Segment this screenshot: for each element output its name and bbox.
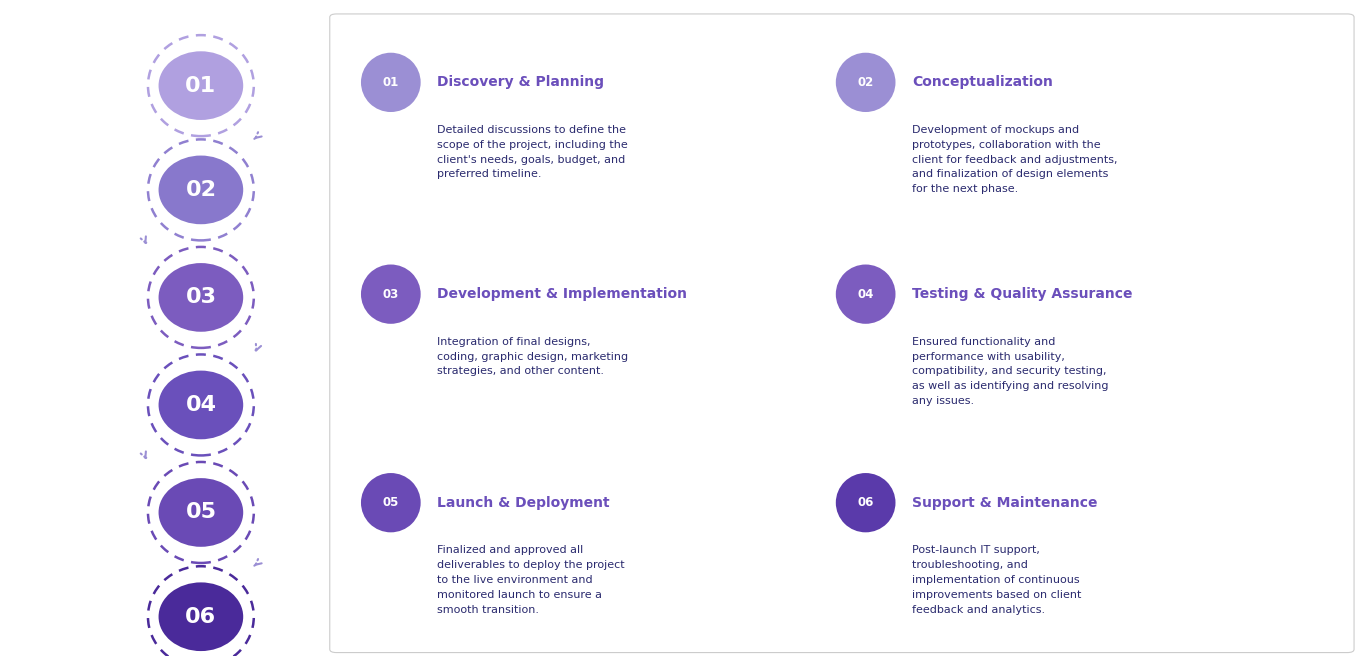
Ellipse shape bbox=[360, 53, 420, 112]
Ellipse shape bbox=[835, 473, 895, 533]
Ellipse shape bbox=[360, 265, 420, 324]
Text: Testing & Quality Assurance: Testing & Quality Assurance bbox=[912, 287, 1133, 301]
Text: 02: 02 bbox=[186, 180, 217, 200]
Text: 04: 04 bbox=[186, 395, 217, 415]
Text: Integration of final designs,
coding, graphic design, marketing
strategies, and : Integration of final designs, coding, gr… bbox=[437, 337, 628, 376]
Text: 05: 05 bbox=[186, 502, 217, 523]
Text: Discovery & Planning: Discovery & Planning bbox=[437, 75, 603, 89]
Ellipse shape bbox=[158, 263, 243, 332]
Ellipse shape bbox=[158, 582, 243, 651]
Text: Conceptualization: Conceptualization bbox=[912, 75, 1052, 89]
Text: Finalized and approved all
deliverables to deploy the project
to the live enviro: Finalized and approved all deliverables … bbox=[437, 545, 625, 614]
Ellipse shape bbox=[158, 478, 243, 546]
Ellipse shape bbox=[835, 265, 895, 324]
Text: 01: 01 bbox=[382, 76, 399, 89]
Text: 05: 05 bbox=[382, 496, 399, 510]
Ellipse shape bbox=[158, 156, 243, 224]
Text: Development & Implementation: Development & Implementation bbox=[437, 287, 687, 301]
Text: 01: 01 bbox=[186, 76, 217, 96]
Ellipse shape bbox=[158, 51, 243, 120]
Text: Detailed discussions to define the
scope of the project, including the
client's : Detailed discussions to define the scope… bbox=[437, 125, 628, 180]
Ellipse shape bbox=[360, 473, 420, 533]
Text: Ensured functionality and
performance with usability,
compatibility, and securit: Ensured functionality and performance wi… bbox=[912, 337, 1108, 406]
Ellipse shape bbox=[835, 53, 895, 112]
Text: Support & Maintenance: Support & Maintenance bbox=[912, 496, 1097, 510]
Text: Development of mockups and
prototypes, collaboration with the
client for feedbac: Development of mockups and prototypes, c… bbox=[912, 125, 1118, 194]
Text: Launch & Deployment: Launch & Deployment bbox=[437, 496, 610, 510]
Text: Post-launch IT support,
troubleshooting, and
implementation of continuous
improv: Post-launch IT support, troubleshooting,… bbox=[912, 545, 1081, 614]
Ellipse shape bbox=[158, 371, 243, 440]
Text: 03: 03 bbox=[186, 287, 217, 308]
Text: 06: 06 bbox=[857, 496, 874, 510]
Text: 06: 06 bbox=[186, 607, 217, 627]
Text: 03: 03 bbox=[382, 288, 399, 301]
Text: 02: 02 bbox=[857, 76, 874, 89]
Text: 04: 04 bbox=[857, 288, 874, 301]
